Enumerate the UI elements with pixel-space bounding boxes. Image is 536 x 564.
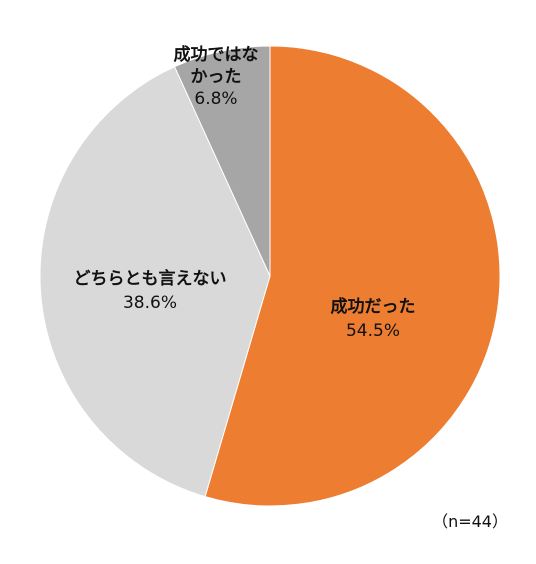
slice-category-label: 成功ではな	[174, 44, 259, 65]
slice-category-label: かった	[191, 67, 242, 87]
slice-value-label: 54.5%	[346, 321, 400, 341]
pie-slice-1	[204, 45, 501, 507]
slice-value-label: 6.8%	[194, 89, 237, 109]
slice-label-group-2: どちらとも言えない 38.6%	[74, 268, 227, 313]
slice-category-label: どちらとも言えない	[74, 268, 227, 289]
pie-slice-3	[173, 45, 271, 277]
slice-label-group-1: 成功だった 54.5%	[331, 296, 416, 341]
slice-category-label: 成功だった	[331, 296, 416, 317]
sample-size-note: （n=44）	[432, 512, 508, 531]
pie-slice-2	[39, 66, 271, 498]
slice-value-label: 38.6%	[123, 293, 177, 313]
